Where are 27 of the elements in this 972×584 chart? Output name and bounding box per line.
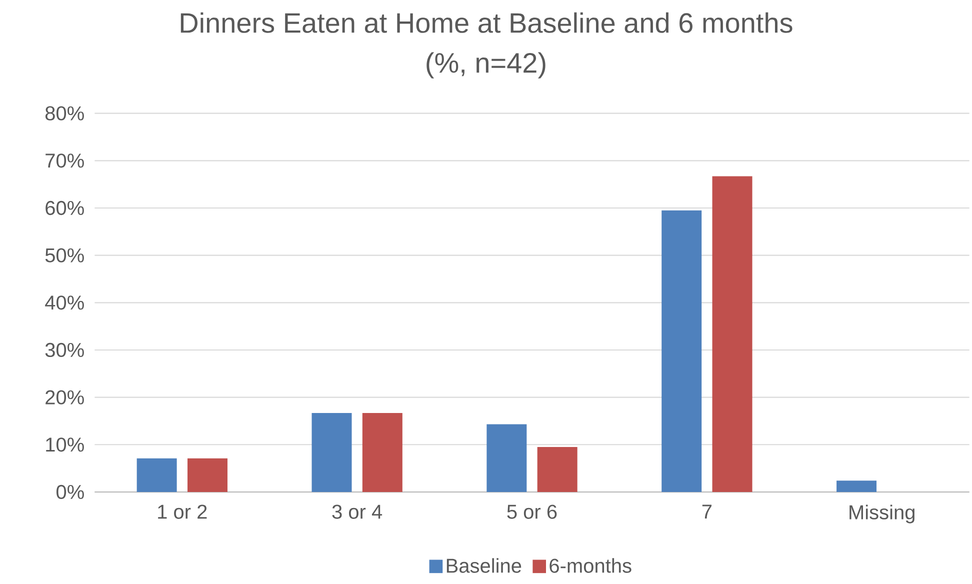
bar (486, 424, 527, 492)
y-tick-label: 70% (46, 154, 84, 168)
y-tick-label: 40% (45, 296, 84, 310)
chart-subtitle: (%, n=42) (426, 52, 546, 78)
y-tick-label: 80% (45, 106, 84, 120)
y-tick-label: 30% (45, 342, 84, 358)
legend-label: Baseline (446, 558, 522, 573)
bar (362, 412, 402, 492)
bar (662, 210, 702, 492)
y-tick-label: 60% (46, 200, 84, 216)
chart-title: Dinners Eaten at Home at Baseline and 6 months (180, 12, 792, 33)
bar (836, 480, 877, 492)
x-tick-label: 3 or 4 (332, 504, 382, 519)
bar (136, 458, 177, 492)
bar (712, 176, 752, 492)
x-tick-label: 7 (702, 504, 712, 518)
x-tick-label: Missing (850, 504, 914, 524)
x-tick-label: 5 or 6 (507, 504, 557, 519)
y-tick-label: 50% (45, 248, 84, 262)
bar (187, 458, 228, 492)
x-tick-label: 1 or 2 (158, 504, 207, 519)
y-tick-label: 10% (46, 438, 84, 452)
bar (537, 447, 578, 492)
y-tick-label: 20% (46, 390, 84, 404)
legend-label: 6-months (550, 558, 632, 573)
y-tick-label: 0% (56, 484, 84, 500)
bar (312, 412, 352, 492)
